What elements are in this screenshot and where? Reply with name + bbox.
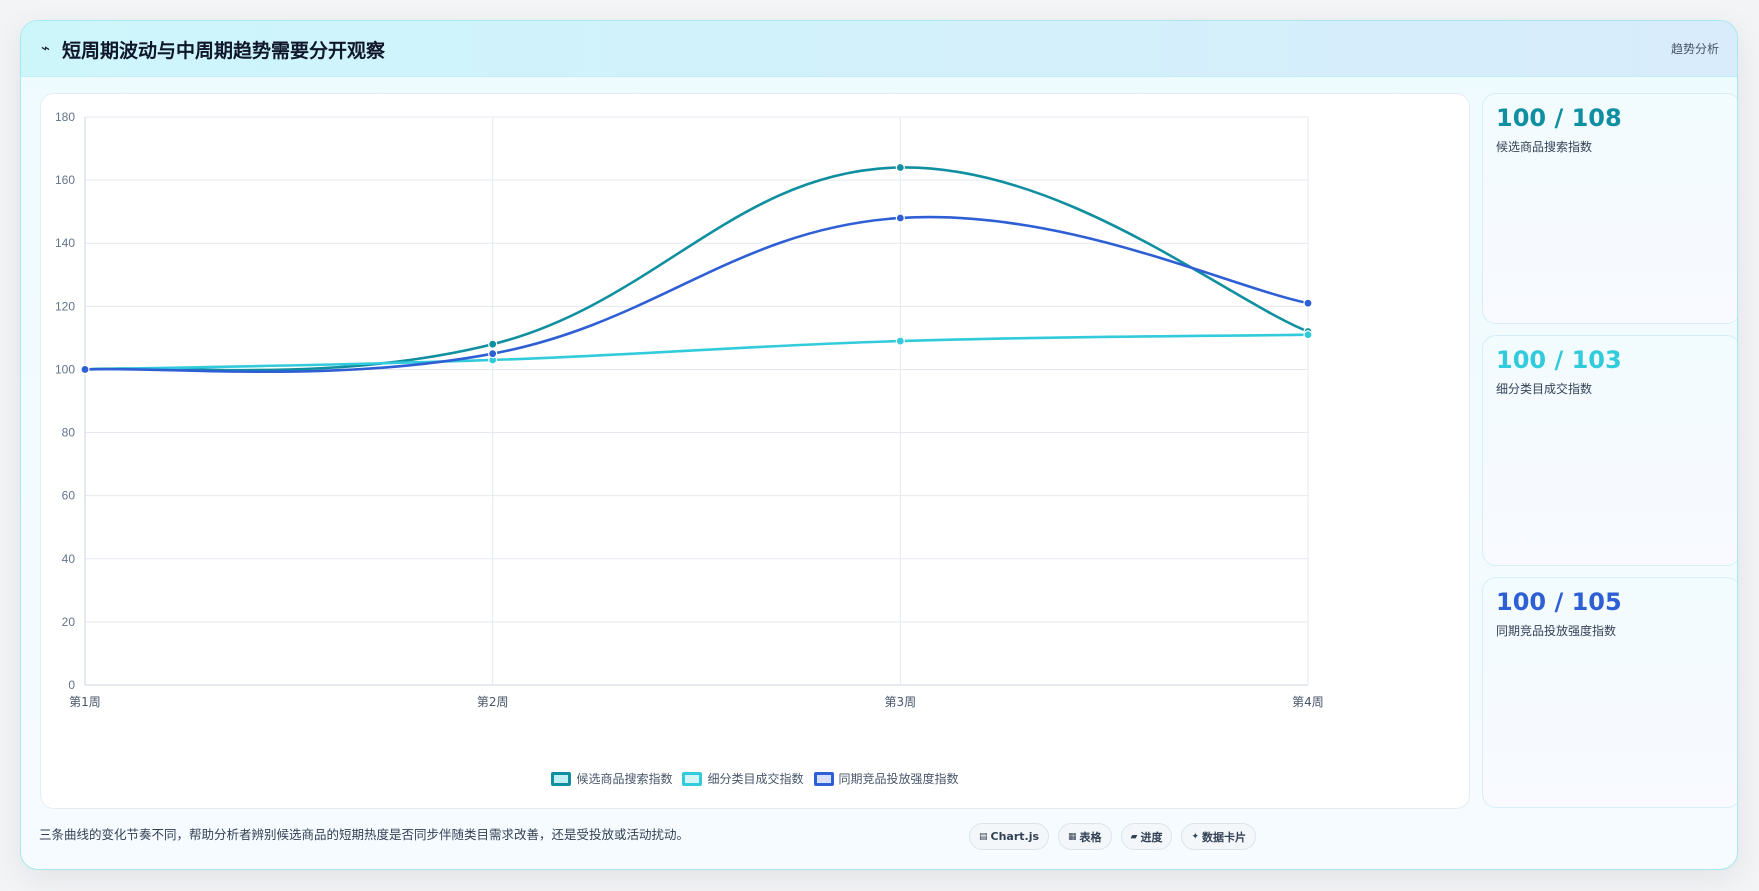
sparkle-icon: ✦ [1191, 831, 1200, 842]
wave-icon: ⌁ [41, 39, 51, 57]
chip-chartjs[interactable]: ▤ Chart.js [969, 823, 1050, 850]
kpi-card-competitor: 100 / 105 同期竞品投放强度指数 [1482, 577, 1737, 808]
kpi-value: 100 / 105 [1496, 588, 1622, 616]
series-line-1 [84, 333, 1309, 371]
chip-label: Chart.js [990, 830, 1040, 843]
tech-chips: ▤ Chart.js ▦ 表格 ▰ 进度 ✦ 数据卡片 [969, 823, 1257, 850]
line-chart: 0 20 40 60 80 100 120 140 160 180 第1周 第2周 第3周 第4周 [55, 110, 1324, 709]
kpi-value: 100 / 108 [1496, 104, 1622, 132]
y-tick-label: 20 [62, 615, 76, 629]
y-tick-label: 0 [68, 678, 75, 692]
kpi-label: 候选商品搜索指数 [1496, 140, 1593, 154]
kpi-label: 同期竞品投放强度指数 [1496, 624, 1617, 638]
legend-swatch [682, 771, 703, 786]
chip-table[interactable]: ▦ 表格 [1058, 823, 1112, 850]
y-tick-label: 60 [62, 489, 76, 503]
y-tick-label: 140 [55, 236, 75, 250]
chart-icon: ▤ [979, 831, 988, 842]
y-tick-label: 100 [55, 362, 75, 376]
data-point [488, 339, 498, 349]
data-point [1303, 330, 1313, 340]
y-tick-label: 40 [62, 552, 76, 566]
legend-item-search[interactable]: 候选商品搜索指数 [551, 770, 672, 787]
data-point [895, 213, 905, 223]
chart-panel: 0 20 40 60 80 100 120 140 160 180 第1周 第2周 第3周 第4周 候选商… [40, 93, 1470, 809]
card-header: ⌁ 短周期波动与中周期趋势需要分开观察 趋势分析 [21, 21, 1737, 77]
x-tick-label: 第2周 [477, 695, 509, 709]
y-tick-label: 160 [55, 173, 75, 187]
legend-item-transaction[interactable]: 细分类目成交指数 [682, 770, 804, 787]
y-tick-label: 80 [62, 426, 76, 440]
trend-card: ⌁ 短周期波动与中周期趋势需要分开观察 趋势分析 0 20 40 60 80 100 120… [20, 20, 1738, 870]
legend-item-competitor[interactable]: 同期竞品投放强度指数 [813, 770, 959, 787]
legend-label: 同期竞品投放强度指数 [838, 772, 959, 786]
card-title: 短周期波动与中周期趋势需要分开观察 [62, 40, 386, 62]
category-tag: 趋势分析 [1670, 42, 1719, 56]
table-icon: ▦ [1068, 831, 1077, 842]
x-tick-label: 第1周 [69, 695, 101, 709]
data-point [488, 349, 498, 359]
chip-label: 数据卡片 [1202, 830, 1247, 844]
x-tick-label: 第4周 [1292, 695, 1324, 709]
data-point [895, 336, 905, 346]
series-line-2 [84, 215, 1309, 374]
chip-data-card[interactable]: ✦ 数据卡片 [1181, 823, 1257, 850]
kpi-card-search: 100 / 108 候选商品搜索指数 [1482, 93, 1737, 324]
chip-label: 表格 [1079, 830, 1102, 844]
data-point [895, 162, 905, 173]
legend-swatch [813, 771, 834, 786]
y-tick-label: 180 [55, 110, 75, 124]
legend-swatch [551, 771, 572, 786]
chip-label: 进度 [1140, 830, 1163, 844]
kpi-card-transaction: 100 / 103 细分类目成交指数 [1482, 335, 1737, 566]
chip-progress[interactable]: ▰ 进度 [1120, 823, 1173, 850]
data-point [1303, 298, 1313, 308]
y-tick-label: 120 [55, 299, 75, 313]
legend-label: 细分类目成交指数 [707, 772, 804, 786]
progress-icon: ▰ [1130, 831, 1138, 842]
chart-legend: 候选商品搜索指数 细分类目成交指数 同期竞品投放强度指数 [41, 770, 1469, 787]
series-line-0 [84, 166, 1309, 372]
data-point [80, 364, 90, 375]
x-tick-label: 第3周 [885, 695, 917, 709]
footer-note: 三条曲线的变化节奏不同，帮助分析者辨别候选商品的短期热度是否同步伴随类目需求改善… [39, 827, 690, 842]
legend-label: 候选商品搜索指数 [576, 772, 673, 786]
kpi-value: 100 / 103 [1496, 346, 1622, 374]
kpi-label: 细分类目成交指数 [1496, 382, 1593, 396]
